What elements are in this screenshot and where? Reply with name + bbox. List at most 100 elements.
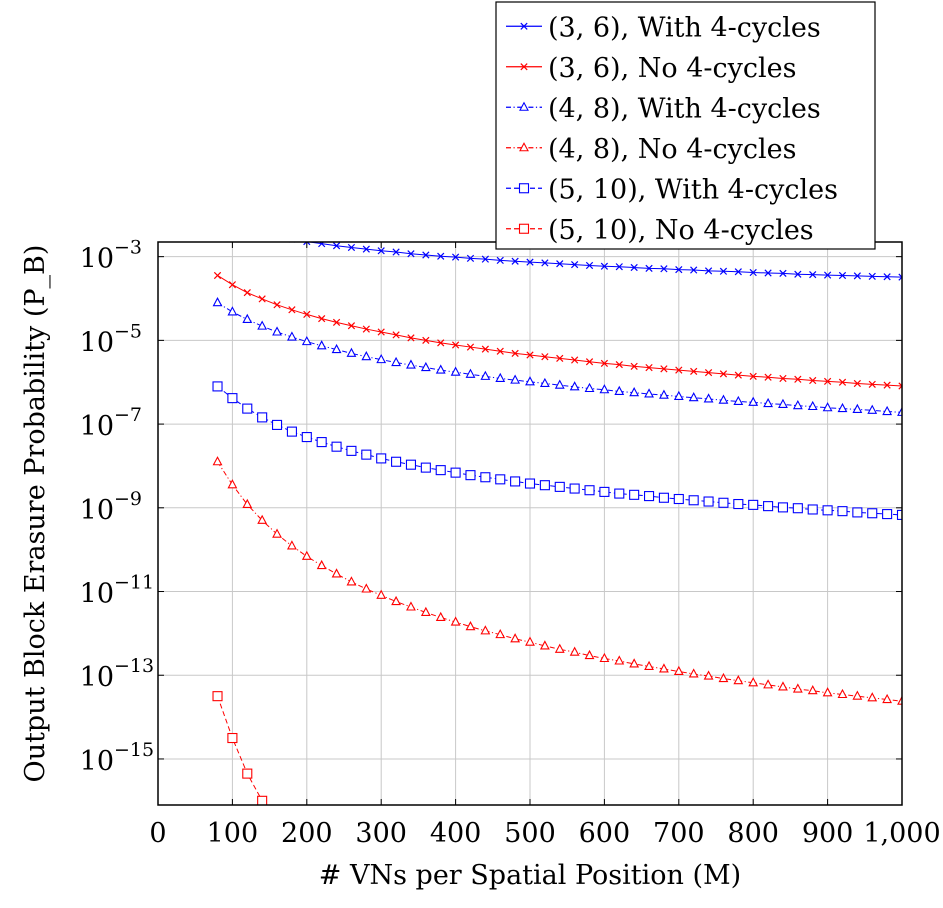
data-point (257, 412, 268, 423)
data-point (615, 263, 623, 271)
data-point (541, 259, 549, 267)
data-point (660, 265, 668, 273)
data-point (585, 358, 594, 366)
y-tick-exponent: −7 (114, 404, 142, 426)
data-point (898, 382, 902, 390)
data-point (318, 314, 326, 323)
data-point (883, 381, 891, 389)
data-point (301, 432, 312, 443)
data-point (242, 403, 253, 414)
legend-entry: (3, 6), With 4-cycles (506, 12, 821, 43)
data-point (541, 353, 549, 361)
data-point (615, 361, 623, 369)
data-point (331, 441, 342, 452)
data-point (391, 595, 401, 606)
data-point (361, 351, 372, 361)
series-layer (212, 230, 902, 805)
data-point (644, 660, 654, 670)
data-point (511, 257, 519, 265)
data-point (480, 370, 491, 380)
data-point (243, 289, 251, 297)
data-point (554, 379, 565, 389)
data-point (645, 264, 653, 272)
data-point (465, 470, 476, 481)
y-tick-exponent: −9 (114, 488, 142, 510)
data-point (287, 331, 297, 341)
data-point (480, 472, 491, 483)
data-point (838, 378, 847, 386)
data-point (376, 589, 387, 599)
data-point (822, 402, 833, 412)
y-tick-label: 10 (80, 327, 114, 358)
data-point (867, 692, 878, 702)
data-point (361, 449, 372, 460)
data-point (734, 371, 742, 379)
data-point (212, 456, 223, 466)
data-point (644, 388, 654, 398)
data-point (853, 272, 861, 280)
data-point (257, 514, 268, 524)
data-point (526, 258, 534, 266)
data-point (392, 248, 400, 256)
data-point (734, 268, 742, 276)
y-tick-label: 10 (80, 411, 114, 442)
data-point (630, 362, 638, 370)
data-point (629, 658, 640, 668)
data-point (867, 508, 878, 519)
data-point (704, 368, 713, 377)
data-point (822, 505, 833, 516)
series-1 (213, 271, 902, 390)
series-5 (212, 691, 268, 805)
data-point (837, 688, 848, 699)
data-point (569, 646, 580, 656)
data-point (733, 498, 744, 510)
data-point (288, 306, 296, 314)
data-point (407, 250, 415, 258)
data-point (659, 663, 669, 673)
data-point (658, 492, 669, 503)
data-point (287, 540, 297, 550)
data-point (778, 398, 788, 408)
legend-marker (518, 223, 530, 234)
legend-entry: (4, 8), No 4-cycles (506, 134, 796, 165)
data-point (257, 320, 268, 330)
data-point (259, 230, 265, 236)
data-point (274, 233, 280, 239)
data-point (332, 242, 341, 250)
x-tick-label: 1,000 (863, 818, 940, 849)
data-point (807, 685, 818, 695)
data-point (807, 400, 818, 411)
data-point (539, 377, 550, 388)
data-point (807, 504, 818, 515)
series-4 (212, 381, 902, 520)
data-point (465, 621, 476, 631)
data-point (362, 325, 370, 333)
data-point (584, 382, 595, 393)
data-point (763, 501, 774, 512)
data-point (524, 478, 536, 489)
data-point (331, 568, 342, 578)
data-point (867, 404, 878, 414)
data-point (510, 476, 521, 487)
data-point (227, 306, 238, 316)
legend: (3, 6), With 4-cycles (3, 6), No 4-cycles… (495, 1, 876, 250)
data-point (630, 263, 638, 272)
legend-entry: (3, 6), No 4-cycles (506, 53, 796, 84)
data-point (242, 768, 253, 779)
data-point (690, 266, 698, 274)
data-point (437, 252, 445, 260)
data-point (346, 445, 357, 456)
data-point (303, 242, 311, 246)
data-point (347, 243, 356, 252)
data-point (496, 256, 504, 265)
data-point (794, 375, 802, 383)
data-point (316, 559, 327, 570)
data-point (704, 267, 713, 275)
data-point (495, 474, 506, 485)
data-point (480, 625, 491, 635)
series-line (217, 461, 902, 702)
data-point (645, 363, 653, 372)
data-point (852, 690, 863, 700)
data-point (599, 384, 610, 394)
data-point (495, 372, 506, 383)
